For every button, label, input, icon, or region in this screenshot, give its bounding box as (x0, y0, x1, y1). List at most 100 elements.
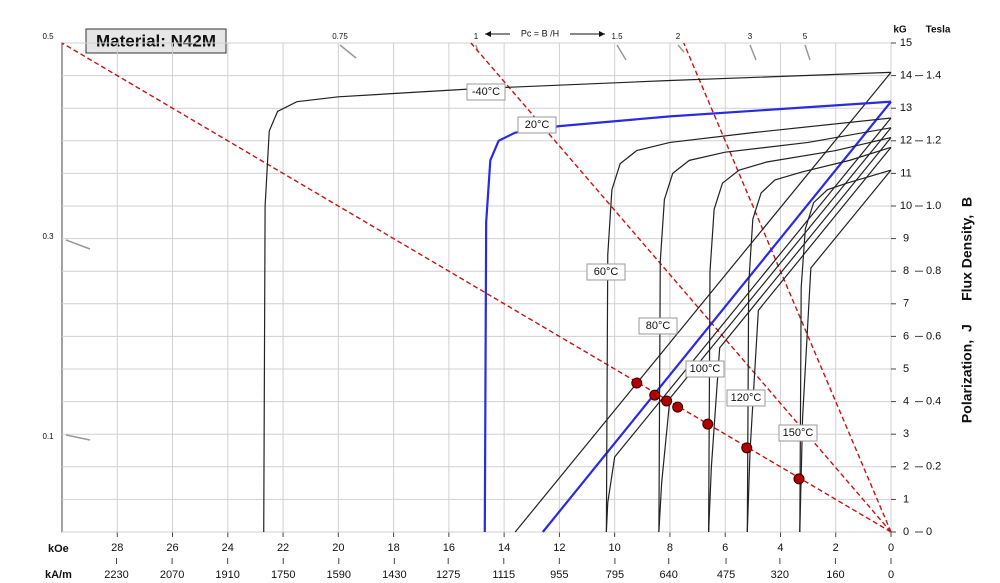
y2-axis-title: Tesla (926, 25, 951, 36)
x-tick-label: 24 (222, 542, 234, 554)
operating-point (672, 401, 684, 413)
pc-tick (65, 434, 91, 441)
y-tick-label: 11 (900, 167, 911, 179)
y-tick-label: 1 (903, 493, 909, 505)
pc-label: 5 (803, 32, 808, 41)
b-curve (605, 117, 892, 533)
y-tick-label: 15 (900, 37, 912, 49)
chart-title: Material: N42M (96, 31, 216, 50)
x-tick-label: 18 (387, 542, 399, 554)
operating-point (631, 377, 643, 389)
pc-title: Pc = B /H (521, 28, 559, 38)
j-curve (746, 146, 892, 533)
curve-label: 80°C (646, 320, 671, 332)
arrow-head (485, 31, 491, 37)
pc-label: 0.3 (42, 232, 54, 241)
pc-label: 0.5 (42, 32, 54, 41)
pc-label: 3 (748, 32, 753, 41)
b-curve (708, 137, 892, 533)
x2-tick-label: 475 (717, 569, 735, 581)
y-tick-label: 5 (903, 363, 909, 375)
arrow-head (599, 31, 605, 37)
curve-label-box (685, 360, 725, 378)
y2-tick-label: 0.8 (926, 265, 941, 277)
x2-tick-label: 1115 (492, 569, 515, 581)
pc-tick (804, 44, 811, 61)
y2-tick-label: 0.2 (926, 461, 941, 473)
operating-point (702, 418, 714, 430)
load-line (683, 42, 892, 533)
y-tick-label: 10 (900, 200, 912, 212)
y-tick-label: 0 (903, 526, 909, 538)
b-curve (514, 71, 892, 533)
curve-label-box (466, 83, 506, 101)
pc-label: 1 (474, 32, 479, 41)
x2-axis-title: kA/m (45, 569, 72, 581)
x2-tick-label: 2230 (104, 569, 128, 581)
y-tick-label: 12 (900, 135, 912, 147)
y-tick-label: 13 (900, 102, 912, 114)
x2-tick-label: 1910 (215, 569, 239, 581)
x-axis-title: kOe (48, 543, 69, 555)
x-tick-label: 28 (111, 542, 123, 554)
y2-tick-label: 0 (926, 526, 932, 538)
curve-label: -40°C (472, 86, 500, 98)
curve-label-box (586, 263, 626, 281)
y2-tick-label: 0.6 (926, 330, 941, 342)
y-tick-label: 7 (903, 298, 909, 310)
x-tick-label: 0 (888, 542, 894, 554)
x-tick-label: 20 (332, 542, 344, 554)
y-tick-label: 3 (903, 428, 909, 440)
x-tick-label: 16 (443, 542, 455, 554)
y-tick-label: 4 (903, 396, 909, 408)
operating-point (661, 395, 673, 407)
curve-label-box (778, 424, 818, 442)
y2-tick-label: 1.2 (926, 135, 941, 147)
x2-tick-label: 640 (660, 569, 678, 581)
y2-tick-label: 1.0 (926, 200, 941, 212)
x-tick-label: 10 (609, 542, 621, 554)
side-axis-title: Polarization, J Flux Density, B (959, 197, 975, 423)
x2-tick-label: 1275 (436, 569, 460, 581)
y-tick-label: 2 (903, 461, 909, 473)
j-curve (483, 100, 892, 533)
x2-tick-label: 160 (826, 569, 844, 581)
curve-label-box (638, 317, 678, 335)
j-curve (605, 117, 892, 533)
x2-tick-label: 320 (771, 569, 789, 581)
curve-label: 100°C (690, 363, 721, 375)
pc-tick (339, 44, 357, 59)
b-curve (541, 100, 892, 533)
x-tick-label: 14 (498, 542, 510, 554)
pc-tick (749, 44, 757, 61)
operating-point (649, 389, 661, 401)
y2-tick-label: 0.4 (926, 396, 941, 408)
x2-tick-label: 1750 (271, 569, 295, 581)
pc-tick (677, 44, 685, 53)
x-tick-label: 12 (553, 542, 565, 554)
y-axis-title: kG (893, 25, 907, 36)
j-curve (263, 71, 892, 533)
y-tick-label: 14 (900, 70, 912, 82)
pc-label: 0.75 (332, 32, 348, 41)
curve-label: 20°C (525, 119, 550, 131)
x2-tick-label: 0 (888, 569, 894, 581)
x-tick-label: 4 (777, 542, 783, 554)
j-curve (708, 136, 892, 533)
x-tick-label: 22 (277, 542, 289, 554)
pc-tick (65, 239, 91, 250)
curve-label: 120°C (731, 392, 762, 404)
x2-tick-label: 2070 (160, 569, 184, 581)
pc-label: 2 (676, 32, 681, 41)
b-curve (746, 146, 892, 533)
x2-tick-label: 795 (606, 569, 624, 581)
x2-tick-label: 1430 (382, 569, 406, 581)
b-curve (658, 127, 892, 533)
curve-label: 60°C (594, 266, 619, 278)
x-tick-label: 8 (667, 542, 673, 554)
curve-label: 150°C (783, 427, 814, 439)
y-tick-label: 6 (903, 330, 909, 342)
pc-label: 1.5 (611, 32, 623, 41)
operating-point (741, 442, 753, 454)
